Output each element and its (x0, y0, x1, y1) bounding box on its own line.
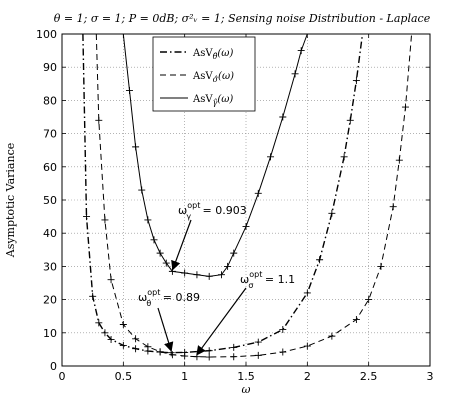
data-point-marker (254, 189, 262, 197)
data-point-marker (352, 76, 360, 84)
data-point-marker (230, 343, 238, 351)
data-point-marker (181, 269, 189, 277)
y-tick-label: 90 (43, 61, 57, 74)
data-point-marker (107, 335, 115, 343)
data-point-marker (254, 351, 262, 359)
optimal-omega-annotation: ωopt θ = 0.89 (138, 288, 200, 308)
annotations: ωopt γ = 0.903 ωopt θ = 0.89 ωopt σ = 1.1 (138, 201, 295, 356)
series-lines (82, 33, 413, 358)
legend-box (152, 36, 256, 112)
data-point-marker (340, 153, 348, 161)
data-point-marker (144, 343, 152, 351)
data-point-marker (181, 352, 189, 360)
data-point-marker (279, 325, 287, 333)
data-point-marker (107, 276, 115, 284)
data-point-marker (217, 271, 225, 279)
data-point-marker (303, 342, 311, 350)
data-point-marker (132, 345, 140, 353)
data-point-marker (144, 216, 152, 224)
y-tick-label: 60 (43, 161, 57, 174)
data-point-marker (224, 262, 232, 270)
x-tick-label: 0.5 (115, 370, 133, 383)
data-point-marker (156, 249, 164, 257)
data-point-marker (132, 143, 140, 151)
data-point-marker (267, 153, 275, 161)
optimal-omega-annotation: ωopt γ = 0.903 (178, 201, 247, 221)
y-tick-label: 0 (50, 360, 57, 373)
data-point-marker (132, 335, 140, 343)
data-point-marker (205, 347, 213, 355)
data-point-marker (193, 271, 201, 279)
series-line-1 (82, 33, 364, 354)
x-tick-label: 2 (304, 370, 311, 383)
series-line-2 (95, 33, 413, 358)
data-point-marker (138, 186, 146, 194)
y-tick-label: 10 (43, 327, 57, 340)
data-point-marker (205, 353, 213, 361)
data-point-marker (328, 332, 336, 340)
data-point-marker (352, 316, 360, 324)
data-point-marker (395, 156, 403, 164)
data-point-marker (279, 348, 287, 356)
y-tick-label: 80 (43, 94, 57, 107)
x-tick-label: 1.5 (237, 370, 255, 383)
legend-entry-label: AsVσ̂(ω) (192, 71, 234, 84)
x-tick-label: 2.5 (360, 370, 378, 383)
data-point-marker (119, 341, 127, 349)
series-markers (83, 47, 409, 361)
data-point-marker (89, 292, 97, 300)
data-point-marker (297, 47, 305, 55)
data-point-marker (101, 216, 109, 224)
data-point-marker (279, 113, 287, 121)
data-point-marker (254, 338, 262, 346)
data-point-marker (156, 348, 164, 356)
data-point-marker (389, 203, 397, 211)
chart-title: θ = 1; σ = 1; P = 0dB; σ²ᵥ = 1; Sensing … (54, 12, 431, 25)
series-line-3 (122, 33, 308, 277)
data-point-marker (401, 103, 409, 111)
data-point-marker (119, 321, 127, 328)
x-tick-label: 3 (427, 370, 434, 383)
x-tick-label: 0 (59, 370, 66, 383)
grid (62, 34, 430, 366)
x-axis-label: ω (242, 383, 251, 396)
data-point-marker (291, 70, 299, 78)
data-point-marker (365, 296, 373, 304)
data-point-marker (162, 259, 170, 267)
data-point-marker (125, 86, 133, 94)
data-point-marker (168, 351, 176, 359)
annotation-arrow (171, 219, 192, 271)
y-tick-label: 50 (43, 194, 57, 207)
data-point-marker (328, 209, 336, 217)
y-axis-label: Asymptotic Variance (4, 143, 17, 259)
data-point-marker (230, 353, 238, 361)
legend: AsVθ̂(ω) AsVσ̂(ω) AsVγ̂(ω) (152, 36, 256, 112)
data-point-marker (303, 289, 311, 297)
y-tick-label: 100 (36, 28, 57, 41)
data-point-marker (377, 262, 385, 270)
y-tick-label: 30 (43, 260, 57, 273)
data-point-marker (346, 116, 354, 124)
data-point-marker (230, 249, 238, 257)
y-tick-label: 70 (43, 128, 57, 141)
data-point-marker (242, 223, 250, 231)
optimal-omega-annotation: ωopt σ = 1.1 (240, 270, 295, 290)
data-point-marker (95, 116, 103, 124)
data-point-marker (83, 213, 91, 221)
data-point-marker (95, 319, 103, 327)
annotation-arrow (196, 287, 247, 356)
data-point-marker (316, 256, 324, 264)
legend-entry-label: AsVγ̂(ω) (192, 94, 233, 107)
legend-entry-label: AsVθ̂(ω) (192, 48, 233, 61)
x-tick-label: 1 (181, 370, 188, 383)
data-point-marker (101, 329, 109, 337)
y-tick-label: 20 (43, 294, 57, 307)
data-point-marker (205, 272, 213, 280)
annotation-arrow (157, 307, 174, 352)
y-tick-label: 40 (43, 227, 57, 240)
data-point-marker (150, 236, 158, 244)
